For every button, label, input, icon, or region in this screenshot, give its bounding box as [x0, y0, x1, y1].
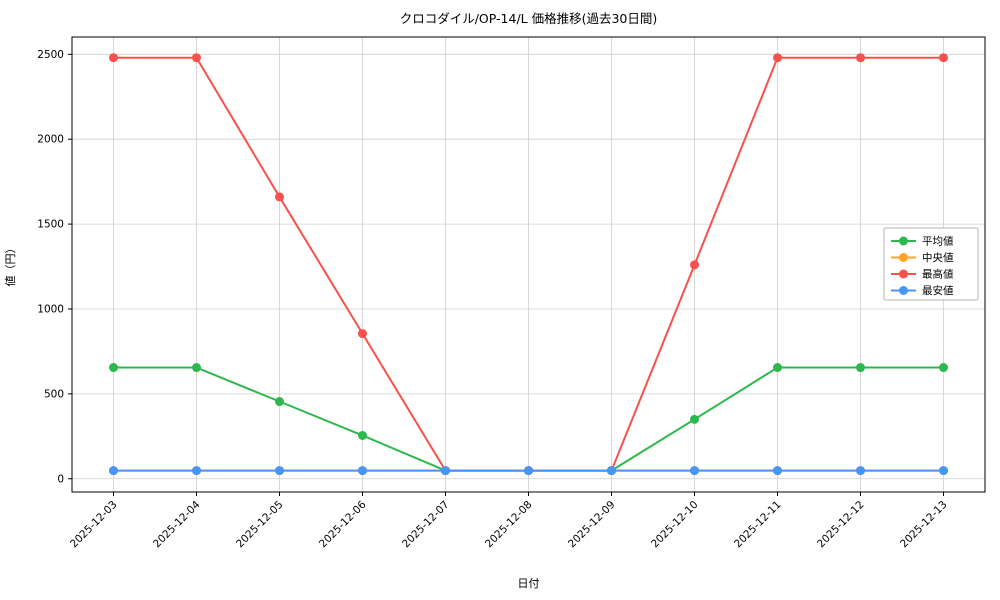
series-marker-max [856, 53, 865, 63]
x-tick-label: 2025-12-09 [566, 499, 618, 551]
y-tick-label: 2500 [37, 49, 64, 61]
series-marker-max [358, 329, 367, 339]
x-tick-label: 2025-12-10 [649, 499, 701, 551]
series-marker-max [109, 53, 118, 63]
series-marker-average [773, 363, 782, 373]
x-axis-label: 日付 [518, 577, 540, 590]
y-axis-label: 値（円） [4, 243, 17, 287]
series-marker-min [773, 466, 782, 476]
y-tick-label: 2000 [37, 134, 64, 146]
x-tick-label: 2025-12-06 [317, 498, 369, 550]
series-marker-min [690, 466, 699, 476]
series-marker-average [109, 363, 118, 373]
legend-marker-average [899, 236, 908, 246]
x-tick-label: 2025-12-13 [898, 499, 950, 551]
series-marker-min [856, 466, 865, 476]
series-marker-average [856, 363, 865, 373]
legend-label-max: 最高値 [922, 268, 954, 281]
x-tick-label: 2025-12-04 [151, 498, 203, 550]
series-marker-min [192, 466, 201, 476]
y-tick-label: 1500 [37, 219, 64, 231]
series-marker-min [441, 466, 450, 476]
legend-label-min: 最安値 [922, 284, 954, 297]
legend-marker-max [899, 269, 908, 279]
series-marker-min [524, 466, 533, 476]
legend-label-median: 中央値 [922, 251, 954, 264]
series-marker-max [690, 260, 699, 270]
series-marker-max [773, 53, 782, 63]
x-tick-label: 2025-12-07 [400, 499, 452, 551]
series-marker-min [275, 466, 284, 476]
y-tick-label: 0 [57, 473, 64, 485]
series-marker-min [109, 466, 118, 476]
series-marker-average [192, 363, 201, 373]
legend-label-average: 平均値 [922, 235, 954, 248]
x-tick-label: 2025-12-12 [815, 499, 867, 551]
series-marker-average [939, 363, 948, 373]
series-marker-min [939, 466, 948, 476]
legend-box [883, 227, 979, 301]
x-tick-label: 2025-12-05 [234, 499, 286, 551]
x-tick-label: 2025-12-08 [483, 499, 535, 551]
series-marker-average [690, 414, 699, 424]
series-marker-average [275, 397, 284, 407]
series-marker-min [358, 466, 367, 476]
series-marker-min [607, 466, 616, 476]
series-marker-max [275, 192, 284, 202]
y-tick-label: 500 [44, 388, 64, 400]
series-marker-max [192, 53, 201, 63]
legend-marker-median [899, 253, 908, 262]
chart-title: クロコダイル/OP-14/L 価格推移(過去30日間) [400, 11, 658, 26]
legend-marker-min [899, 286, 908, 295]
series-marker-average [358, 430, 367, 440]
series-marker-max [939, 53, 948, 63]
y-tick-label: 1000 [37, 303, 64, 315]
x-tick-label: 2025-12-11 [732, 499, 784, 551]
x-tick-label: 2025-12-03 [68, 499, 120, 551]
